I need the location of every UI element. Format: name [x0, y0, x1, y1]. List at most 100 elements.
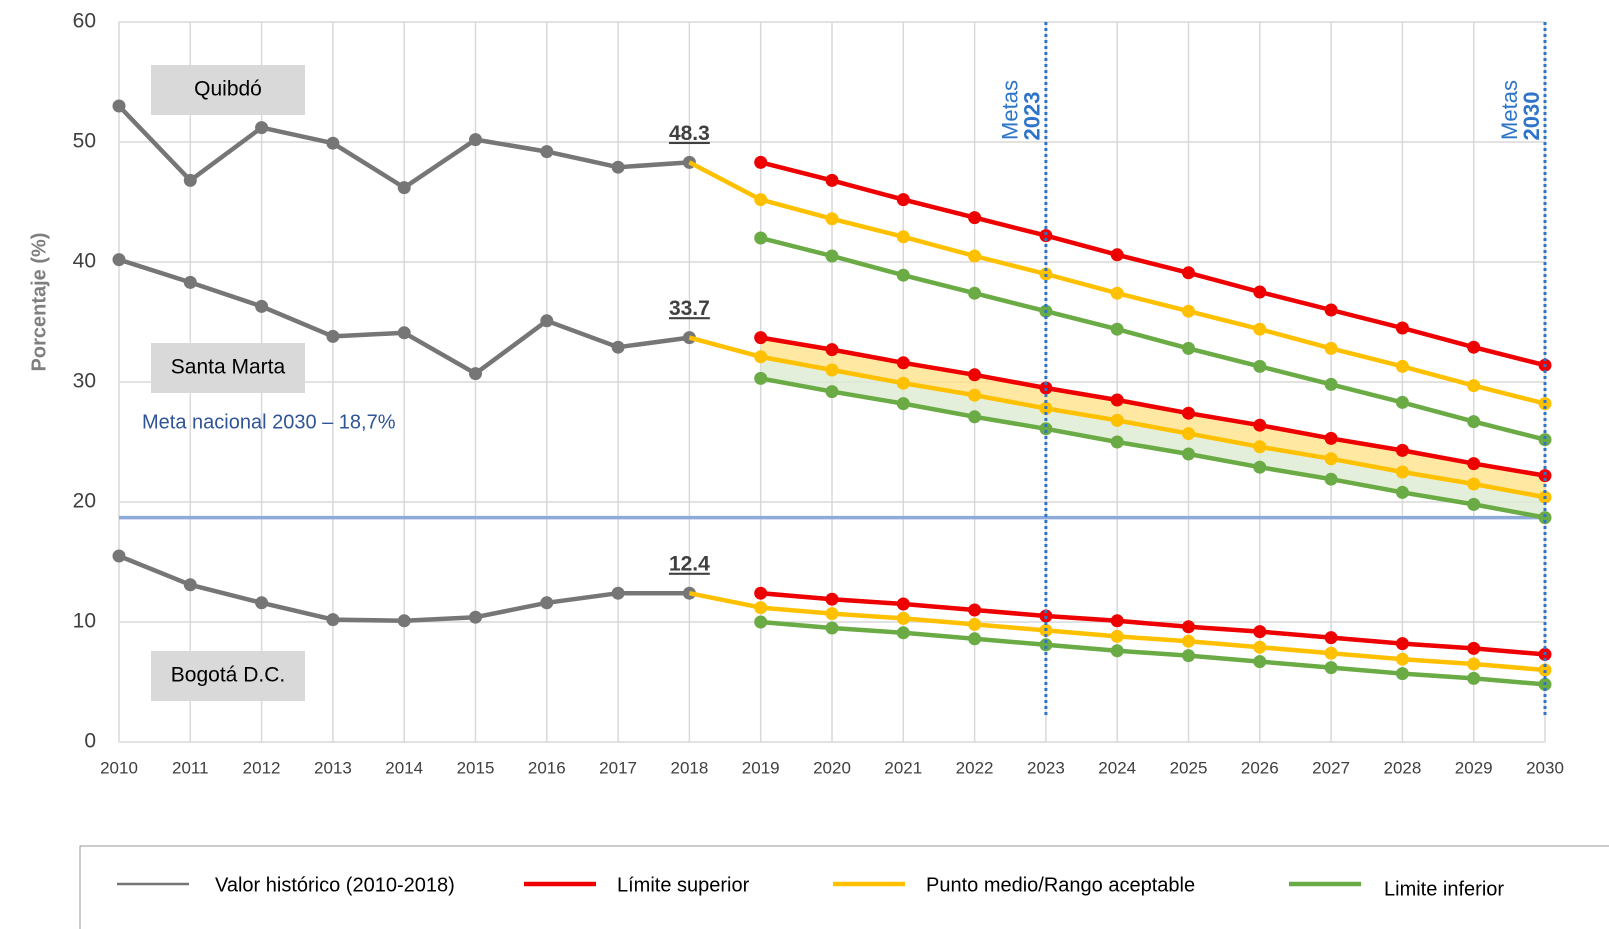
data-label: 33.7 [669, 297, 710, 320]
data-point [397, 326, 411, 340]
data-point [968, 632, 982, 646]
data-point [968, 617, 982, 631]
data-point [968, 249, 982, 263]
x-tick-label: 2026 [1241, 758, 1279, 777]
data-point [611, 160, 625, 174]
data-point [896, 611, 910, 625]
data-point [469, 367, 482, 381]
data-point [1324, 472, 1338, 486]
legend-label: Valor histórico (2010-2018) [215, 874, 455, 896]
data-point [1324, 341, 1338, 355]
x-tick-label: 2018 [670, 758, 708, 777]
data-point [1182, 266, 1195, 280]
legend-label: Límite superior [617, 874, 750, 896]
target-year-label: Metas [1497, 80, 1522, 140]
data-point [1253, 640, 1267, 654]
range-area [760, 337, 1545, 498]
data-point [1253, 359, 1267, 373]
legend-label: Punto medio/Rango aceptable [926, 874, 1195, 896]
data-point [611, 586, 625, 600]
data-point [1538, 469, 1552, 483]
data-point [1538, 511, 1552, 525]
data-point [255, 596, 269, 610]
data-point [1182, 634, 1195, 648]
data-point [896, 193, 910, 207]
data-point [896, 597, 910, 611]
city-label: Santa Marta [171, 356, 286, 379]
data-point [896, 397, 910, 411]
data-point [1324, 452, 1338, 466]
data-point [825, 607, 839, 621]
data-point [1182, 447, 1195, 461]
data-point [754, 601, 768, 615]
data-point [896, 626, 910, 640]
data-point [968, 410, 982, 424]
x-tick-label: 2022 [956, 758, 994, 777]
city-box [151, 343, 305, 393]
data-point [1467, 457, 1481, 471]
data-point [754, 193, 768, 207]
data-point [397, 181, 411, 195]
data-point [968, 388, 982, 402]
data-point [326, 613, 340, 627]
data-point [1395, 321, 1409, 335]
series-line [760, 335, 1546, 478]
data-point [1324, 646, 1338, 660]
x-tick-label: 2014 [385, 758, 423, 777]
x-tick-label: 2016 [528, 758, 566, 777]
data-label: 48.3 [669, 122, 710, 145]
data-point [1039, 229, 1053, 243]
data-point [1039, 638, 1053, 652]
data-point [1110, 393, 1124, 407]
data-point [825, 621, 839, 635]
y-tick-label: 10 [73, 610, 96, 633]
data-point [1182, 406, 1195, 420]
data-point [1395, 395, 1409, 409]
data-point [1324, 377, 1338, 391]
data-point [540, 145, 554, 159]
data-point [255, 299, 269, 313]
data-point [825, 212, 839, 226]
data-point [754, 586, 768, 600]
data-point [1538, 397, 1552, 411]
data-point [825, 363, 839, 377]
data-point [1182, 427, 1195, 441]
data-point [1110, 322, 1124, 336]
series-line [760, 160, 1546, 368]
data-point [112, 253, 126, 267]
data-point [469, 133, 482, 147]
x-tick-label: 2011 [172, 758, 209, 777]
data-point [540, 596, 554, 610]
data-point [1467, 641, 1481, 655]
y-tick-label: 20 [73, 490, 96, 513]
data-point [754, 155, 768, 169]
series-line [760, 376, 1546, 520]
y-tick-label: 60 [73, 10, 96, 33]
series-line [760, 235, 1546, 442]
data-point [1182, 304, 1195, 318]
data-point [326, 329, 340, 343]
city-label: Bogotá D.C. [171, 664, 285, 687]
data-point [754, 371, 768, 385]
data-label: 12.4 [669, 553, 710, 576]
x-tick-label: 2027 [1312, 758, 1350, 777]
x-tick-label: 2012 [243, 758, 281, 777]
data-point [1324, 631, 1338, 645]
data-point [1395, 359, 1409, 373]
data-point [1395, 652, 1409, 666]
data-point [1467, 497, 1481, 511]
data-point [1324, 661, 1338, 675]
legend-box [79, 845, 1609, 929]
data-point [1467, 340, 1481, 354]
data-point [825, 592, 839, 606]
data-point [968, 368, 982, 382]
data-point [112, 99, 126, 113]
data-point [183, 173, 197, 187]
data-point [1324, 303, 1338, 317]
data-point [968, 286, 982, 300]
data-point [255, 121, 269, 135]
data-point [469, 610, 482, 624]
data-point [968, 211, 982, 225]
data-point [1467, 477, 1481, 491]
x-tick-label: 2017 [599, 758, 637, 777]
